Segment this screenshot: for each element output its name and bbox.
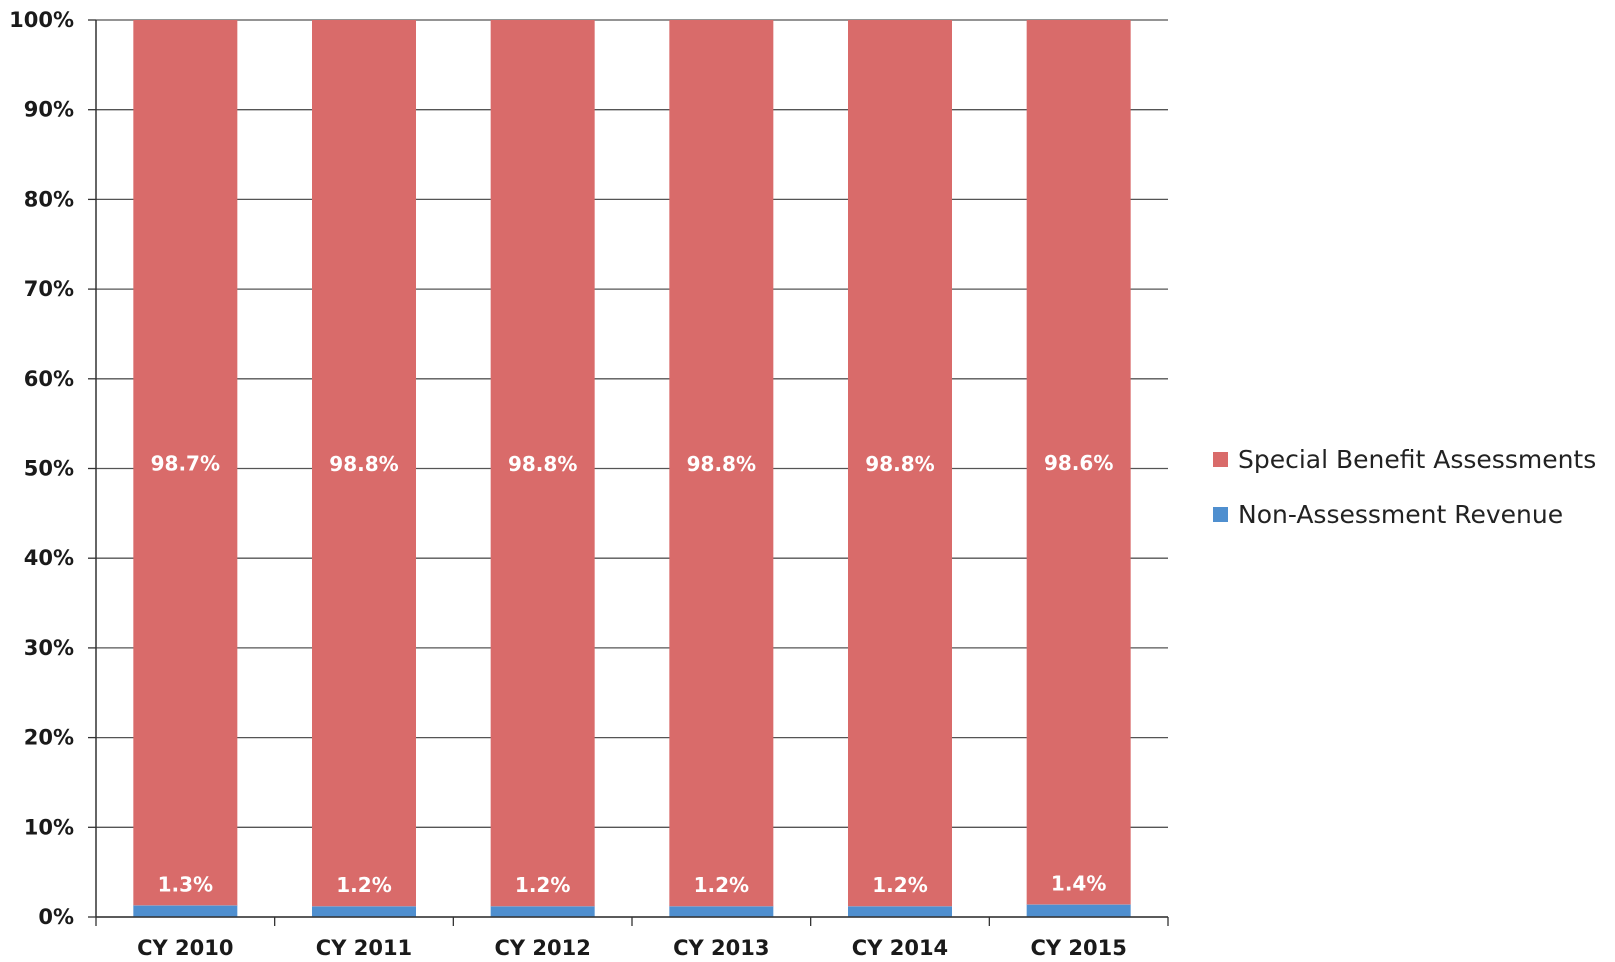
y-tick-labels: 0% 10% 20% 30% 40% 50% 60% 70% 80% 90% 100% <box>9 8 74 929</box>
data-label: 98.6% <box>1044 451 1113 475</box>
legend-swatch <box>1213 507 1228 522</box>
bar-segment <box>669 20 774 907</box>
data-label: 1.3% <box>158 872 213 896</box>
data-label: 1.4% <box>1051 871 1106 895</box>
legend: Special Benefit Assessments Non-Assessmen… <box>1213 445 1596 529</box>
y-tick-label: 90% <box>24 98 74 122</box>
x-tick-label: CY 2012 <box>494 936 590 960</box>
bar-segment <box>848 906 952 917</box>
data-labels: 1.3% 98.7% 1.2% 98.8% 1.2% 98.8% 1.2% 98.8% 1.2%… <box>151 451 1114 897</box>
x-tick-label: CY 2014 <box>852 936 948 960</box>
y-tick-label: 20% <box>24 726 74 750</box>
data-label: 1.2% <box>336 873 391 897</box>
data-label: 98.8% <box>508 452 577 476</box>
bar-segment <box>312 906 416 917</box>
data-label: 1.2% <box>694 873 749 897</box>
y-tick-label: 100% <box>9 8 74 32</box>
y-tick-label: 50% <box>24 457 74 481</box>
data-label: 98.8% <box>865 452 934 476</box>
x-tick-label: CY 2011 <box>316 936 412 960</box>
bar-segment <box>848 20 952 907</box>
y-tick-label: 70% <box>24 277 74 301</box>
bar-segment <box>133 905 238 917</box>
data-label: 98.7% <box>151 452 220 476</box>
bar-segment <box>490 20 595 907</box>
bar-segment <box>490 906 595 917</box>
bar-segment <box>669 906 774 917</box>
bar-segment <box>1026 904 1131 917</box>
data-label: 1.2% <box>515 873 570 897</box>
legend-label: Non-Assessment Revenue <box>1238 500 1563 529</box>
legend-label: Special Benefit Assessments <box>1238 445 1596 474</box>
y-tick-label: 30% <box>24 636 74 660</box>
x-tick-label: CY 2013 <box>673 936 769 960</box>
data-label: 98.8% <box>687 452 756 476</box>
x-tick-labels: CY 2010 CY 2011 CY 2012 CY 2013 CY 2014 CY 20… <box>137 936 1127 960</box>
data-label: 1.2% <box>872 873 927 897</box>
x-tick-label: CY 2010 <box>137 936 233 960</box>
y-tick-label: 10% <box>24 815 74 839</box>
bar-segment <box>312 20 416 907</box>
gridlines <box>96 19 1168 918</box>
legend-swatch <box>1213 452 1228 467</box>
y-tick-label: 80% <box>24 187 74 211</box>
data-label: 98.8% <box>329 452 398 476</box>
bar-segment <box>133 20 238 906</box>
y-tick-label: 60% <box>24 367 74 391</box>
y-tick-label: 0% <box>38 905 74 929</box>
bars <box>133 20 1131 917</box>
x-tick-label: CY 2015 <box>1030 936 1126 960</box>
axes <box>88 19 1169 926</box>
bar-segment <box>1026 20 1131 905</box>
y-tick-label: 40% <box>24 546 74 570</box>
